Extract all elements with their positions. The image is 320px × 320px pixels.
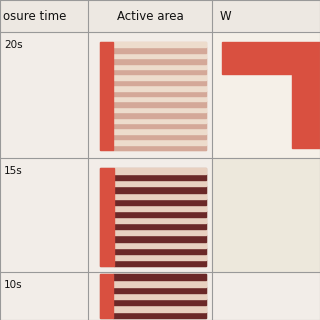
Bar	[113, 112, 206, 118]
Bar	[114, 217, 206, 223]
Bar	[113, 80, 206, 85]
Text: osure time: osure time	[3, 10, 66, 22]
Bar	[114, 174, 206, 180]
Bar	[113, 85, 206, 91]
Bar	[113, 287, 206, 293]
Bar	[114, 242, 206, 248]
Bar	[114, 168, 206, 174]
Bar	[100, 274, 113, 318]
Bar	[113, 91, 206, 96]
Bar	[113, 69, 206, 74]
Text: W: W	[220, 10, 232, 22]
Bar	[100, 42, 206, 150]
Bar	[114, 260, 206, 266]
Bar	[113, 280, 206, 287]
Text: 10s: 10s	[4, 280, 23, 290]
Bar	[113, 53, 206, 58]
Bar	[114, 254, 206, 260]
Bar	[114, 223, 206, 229]
Text: 15s: 15s	[4, 166, 23, 176]
Bar	[114, 199, 206, 205]
Bar	[113, 299, 206, 305]
Bar	[100, 42, 113, 150]
Bar	[222, 42, 320, 74]
Bar	[292, 74, 320, 148]
Bar	[114, 236, 206, 242]
Bar	[100, 168, 114, 266]
Bar	[113, 75, 206, 80]
Bar	[113, 139, 206, 145]
Text: 20s: 20s	[4, 40, 23, 50]
Bar	[114, 180, 206, 186]
Bar	[113, 293, 206, 299]
Bar	[113, 47, 206, 53]
Bar	[113, 274, 206, 280]
Bar	[114, 193, 206, 199]
Bar	[113, 118, 206, 123]
Bar	[114, 229, 206, 236]
Bar	[100, 274, 206, 318]
Bar	[114, 186, 206, 193]
Bar	[113, 96, 206, 101]
Bar	[113, 128, 206, 134]
Text: Active area: Active area	[116, 10, 183, 22]
Bar	[114, 205, 206, 211]
Bar	[0, 0, 320, 32]
Bar	[100, 168, 206, 266]
Bar	[212, 32, 320, 158]
Bar	[114, 211, 206, 217]
Bar	[113, 145, 206, 150]
Bar	[113, 312, 206, 318]
Bar	[113, 42, 206, 47]
Bar	[113, 134, 206, 139]
Bar	[114, 248, 206, 254]
Bar	[212, 158, 320, 272]
Bar	[113, 305, 206, 312]
Bar	[113, 101, 206, 107]
Bar	[113, 58, 206, 64]
Bar	[113, 123, 206, 128]
Bar	[113, 64, 206, 69]
Bar	[113, 107, 206, 112]
